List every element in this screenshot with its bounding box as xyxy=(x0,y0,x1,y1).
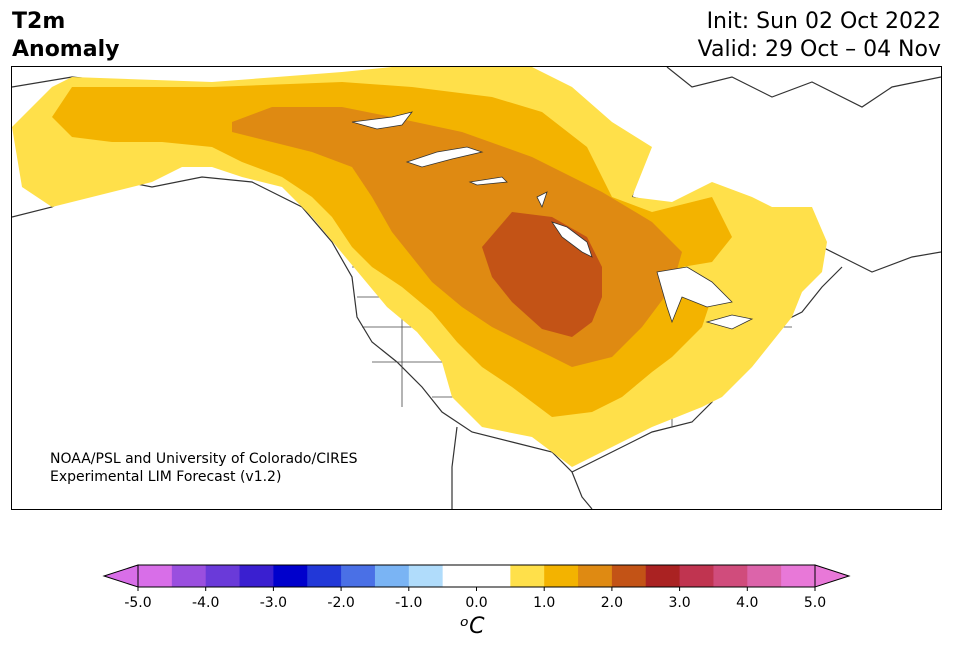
colorbar-bin xyxy=(510,565,545,587)
colorbar-bin xyxy=(374,565,410,587)
colorbar-unit-label: ᵒC xyxy=(460,614,485,639)
colorbar-bin xyxy=(408,565,444,587)
colorbar-tick-label: -3.0 xyxy=(260,595,287,611)
colorbar-tick-label: 1.0 xyxy=(533,595,555,611)
colorbar-tick-label: 5.0 xyxy=(804,595,826,611)
map-canvas xyxy=(12,67,941,509)
colorbar-tick-label: 3.0 xyxy=(668,595,690,611)
init-date: Init: Sun 02 Oct 2022 xyxy=(706,9,941,34)
colorbar-bin xyxy=(679,565,714,587)
colorbar-bin xyxy=(171,565,207,587)
credit-text: NOAA/PSL and University of Colorado/CIRE… xyxy=(50,450,358,486)
colorbar-bin xyxy=(205,565,241,587)
title-line-1: T2m xyxy=(12,9,66,34)
colorbar-bin xyxy=(713,565,748,587)
colorbar-bin xyxy=(611,565,647,587)
title-line-2: Anomaly xyxy=(12,37,120,62)
colorbar-bin xyxy=(747,565,782,587)
colorbar-tick-label: 0.0 xyxy=(465,595,487,611)
colorbar-bin xyxy=(476,565,511,587)
chart-title: T2m Anomaly xyxy=(12,8,119,64)
colorbar-bin xyxy=(645,565,681,587)
colorbar-under-arrow xyxy=(102,564,139,588)
anomaly-map: NOAA/PSL and University of Colorado/CIRE… xyxy=(11,66,942,510)
colorbar-bin xyxy=(544,565,579,587)
colorbar-tick-label: -2.0 xyxy=(327,595,354,611)
colorbar: -5.0 -4.0 -3.0 -2.0 -1.0 0.0 1.0 2.0 3.0 4.0 5.0 xyxy=(0,555,953,655)
colorbar-bin xyxy=(781,565,816,587)
colorbar-bin xyxy=(138,565,173,587)
colorbar-bin xyxy=(239,565,274,587)
colorbar-tick-label: 4.0 xyxy=(736,595,758,611)
credit-line-2: Experimental LIM Forecast (v1.2) xyxy=(50,469,282,485)
colorbar-bin xyxy=(341,565,376,587)
colorbar-tick-label: -5.0 xyxy=(124,595,151,611)
colorbar-tick-label: -4.0 xyxy=(192,595,219,611)
credit-line-1: NOAA/PSL and University of Colorado/CIRE… xyxy=(50,451,358,467)
colorbar-bin xyxy=(273,565,308,587)
colorbar-bin xyxy=(442,565,477,587)
colorbar-bin xyxy=(578,565,613,587)
colorbar-tick-label: 2.0 xyxy=(601,595,623,611)
colorbar-bin xyxy=(307,565,342,587)
colorbar-svg: -5.0 -4.0 -3.0 -2.0 -1.0 0.0 1.0 2.0 3.0 4.0 5.0 xyxy=(102,564,851,611)
anomaly-contours xyxy=(12,67,827,467)
valid-period: Valid: 29 Oct – 04 Nov xyxy=(697,37,941,62)
lakes xyxy=(351,111,754,330)
forecast-dates: Init: Sun 02 Oct 2022 Valid: 29 Oct – 04… xyxy=(698,8,941,64)
colorbar-over-arrow xyxy=(814,564,851,588)
colorbar-tick-label: -1.0 xyxy=(395,595,422,611)
